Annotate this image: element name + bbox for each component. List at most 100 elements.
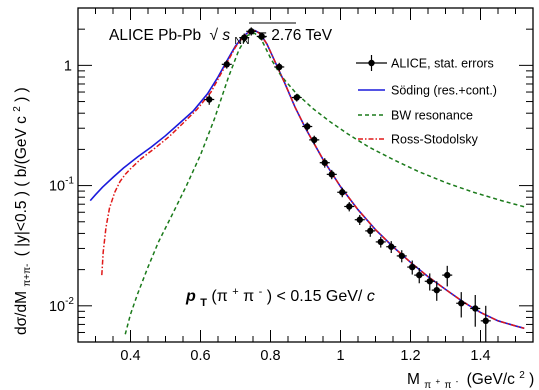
data-point (424, 273, 435, 291)
data-marker (304, 123, 311, 130)
y-axis-label-sup: 2 (12, 106, 23, 112)
data-point (291, 93, 302, 102)
x-axis-label: M π + π - (GeV/c 2 ) (407, 365, 534, 390)
data-marker (458, 300, 465, 307)
data-point (386, 241, 397, 253)
data-marker (276, 63, 283, 71)
legend-label: BW resonance (391, 109, 473, 123)
x-tick-label: 1 (336, 348, 344, 364)
y-axis-label: dσ/dM π+π- ( |y|<0.5 ) ( b/(GeV c 2 ) ) (7, 87, 34, 335)
data-marker (444, 271, 451, 279)
x-axis-label-m: M (407, 371, 420, 388)
data-point (480, 305, 491, 342)
legend: ALICE, stat. errors Söding (res.+cont.) BW… (356, 55, 497, 147)
data-marker (433, 286, 440, 294)
annotation-p: p (185, 288, 196, 305)
chart-title-s-sub: NN (234, 35, 249, 47)
chart-title-prefix: ALICE Pb-Pb (109, 27, 201, 44)
chart-title: ALICE Pb-Pb √ s NN = 2.76 TeV (109, 27, 333, 48)
data-point (246, 27, 257, 36)
data-marker (356, 216, 363, 223)
y-tick-label: 10-2 (49, 296, 74, 315)
data-marker (311, 136, 318, 144)
data-marker (367, 227, 374, 235)
legend-label: ALICE, stat. errors (391, 57, 494, 71)
data-marker (346, 203, 353, 210)
legend-swatch-marker (368, 59, 375, 67)
x-axis-label-sup-minus: - (456, 377, 459, 386)
legend-entry-alice-stat-errors: ALICE, stat. errors (356, 55, 494, 71)
legend-entry-ross-stodolsky: Ross-Stodolsky (358, 133, 479, 147)
data-point (470, 295, 481, 327)
data-point (326, 169, 337, 180)
data-point (221, 60, 232, 69)
x-axis-label-sub-pi2: π (444, 380, 451, 390)
data-marker (482, 317, 489, 325)
data-marker (409, 263, 416, 271)
x-axis-label-sub-pi1: π (424, 380, 431, 390)
annotation-paren: (π (211, 288, 227, 305)
data-point (337, 187, 348, 198)
x-axis-label-sup-plus: + (435, 377, 440, 386)
data-marker (472, 305, 479, 312)
pt-cut-annotation: p T (π + π - ) < 0.15 GeV/ c (185, 282, 375, 310)
data-point (344, 202, 355, 212)
legend-label: Ross-Stodolsky (391, 133, 479, 147)
data-marker (248, 28, 255, 35)
annotation-minus-sup: - (259, 286, 263, 298)
data-marker (241, 34, 248, 41)
data-marker (328, 171, 335, 178)
x-tick-label: 1.4 (470, 348, 490, 364)
series-line-ross-stodolsky (101, 29, 525, 330)
data-point (274, 62, 285, 72)
data-point (414, 268, 425, 284)
data-point (375, 236, 386, 248)
legend-label: Söding (res.+cont.) (391, 84, 497, 98)
data-marker (398, 252, 405, 260)
annotation-t-sub: T (200, 297, 207, 309)
data-point (204, 94, 215, 105)
series-line-bw-resonance (124, 32, 527, 335)
data-marker (339, 189, 346, 196)
y-axis-label-a: dσ/dM (13, 291, 30, 335)
data-marker (206, 96, 213, 103)
x-tick-label: 1.2 (400, 348, 420, 364)
data-point (407, 260, 418, 275)
data-point (431, 281, 442, 301)
data-point (256, 32, 267, 41)
data-point (365, 225, 376, 237)
x-axis-label-sup-2: 2 (519, 370, 525, 381)
legend-entry-bw-resonance: BW resonance (358, 109, 473, 123)
data-point (309, 135, 320, 145)
data-marker (258, 33, 265, 40)
chart-title-sqrt-symbol: √ (210, 27, 219, 44)
x-tick-label: 0.4 (120, 348, 140, 364)
data-point (456, 292, 467, 318)
x-axis-label-unit: (GeV/c (467, 371, 515, 388)
y-tick-label: 1 (64, 58, 72, 74)
x-tick-label: 0.6 (190, 348, 210, 364)
data-marker (426, 278, 433, 285)
chart-title-suffix: = 2.76 TeV (258, 27, 333, 44)
y-axis-label-b: ( |y|<0.5 ) ( b/(GeV c (13, 116, 30, 257)
data-marker (293, 94, 300, 101)
annotation-c: c (367, 288, 375, 305)
legend-entry-s-ding-res-cont: Söding (res.+cont.) (358, 84, 497, 98)
data-marker (321, 159, 328, 166)
y-tick-label: 10-1 (49, 176, 74, 195)
x-tick-label: 0.8 (260, 348, 280, 364)
data-point (302, 122, 313, 131)
data-marker (388, 243, 395, 250)
y-axis-label-c: ) ) (13, 87, 30, 102)
data-point (442, 265, 453, 287)
data-marker (223, 61, 230, 68)
y-axis-label-sub: π+π- (22, 264, 33, 287)
data-point (319, 158, 330, 168)
data-point (396, 250, 407, 263)
x-axis-label-close: ) (529, 371, 534, 388)
data-marker (416, 271, 423, 279)
data-point (239, 33, 250, 43)
annotation-plus-sup: + (232, 286, 238, 298)
data-marker (377, 238, 384, 246)
